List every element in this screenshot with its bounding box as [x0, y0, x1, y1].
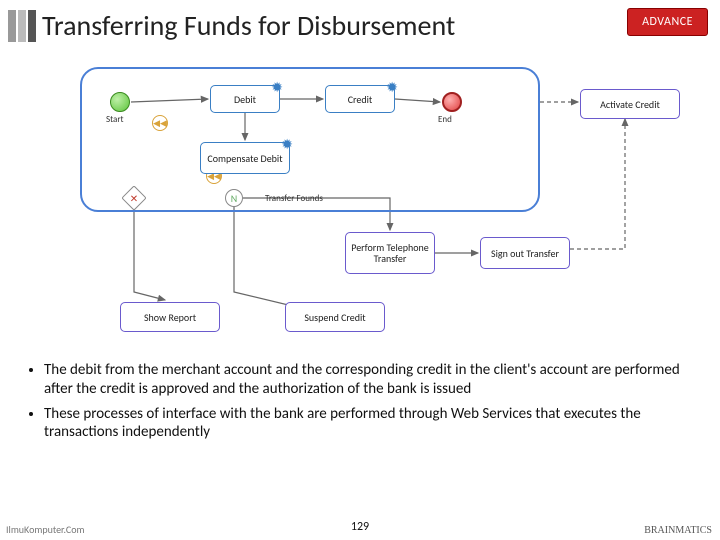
title-area: Transferring Funds for Disbursement — [8, 8, 455, 43]
edge-gwn-suspend — [234, 207, 330, 315]
bullet-item: These processes of interface with the ba… — [44, 405, 694, 443]
bullet-item: The debit from the merchant account and … — [44, 361, 694, 399]
start-event — [110, 92, 130, 112]
advance-badge: ADVANCE — [627, 8, 708, 36]
edge-gwx-show — [134, 207, 165, 300]
pool-boundary — [80, 67, 540, 212]
gear-icon: ✹ — [281, 137, 293, 152]
end-event — [442, 92, 462, 112]
footer-left: IlmuKomputer.Com — [6, 523, 84, 536]
header: Transferring Funds for Disbursement ADVA… — [0, 0, 720, 47]
footer-right: BRAINMATICS — [644, 525, 712, 536]
flow-diagram: StartDebit✹Credit✹End◀◀◀◀Compensate Debi… — [10, 57, 710, 347]
node-activate: Activate Credit — [580, 89, 680, 119]
bullet-list: The debit from the merchant account and … — [0, 347, 720, 442]
start-label: Start — [106, 114, 124, 125]
page-title: Transferring Funds for Disbursement — [42, 8, 455, 43]
node-credit: Credit✹ — [325, 85, 395, 113]
gear-icon: ✹ — [386, 80, 398, 95]
edge-signout-activate — [570, 119, 625, 249]
gateway-gwn: N — [225, 189, 243, 207]
decorative-bars — [8, 10, 36, 42]
node-show: Show Report — [120, 302, 220, 332]
gear-icon: ✹ — [271, 80, 283, 95]
node-suspend: Suspend Credit — [285, 302, 385, 332]
node-debit: Debit✹ — [210, 85, 280, 113]
page-number: 129 — [351, 520, 369, 534]
node-perform: Perform Telephone Transfer — [345, 232, 435, 274]
boundary-event-icon: ◀◀ — [152, 115, 168, 131]
label-transfer_label: Transfer Founds — [265, 193, 323, 204]
node-comp: Compensate Debit✹ — [200, 142, 290, 174]
node-signout: Sign out Transfer — [480, 237, 570, 269]
end-label: End — [438, 114, 452, 125]
